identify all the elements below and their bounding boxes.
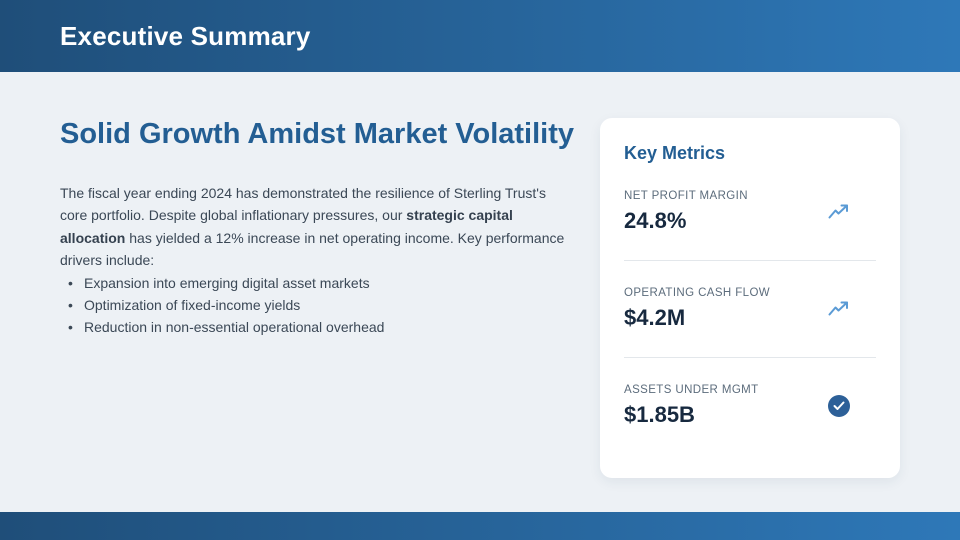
list-item-fixed-income: Optimization of fixed-income yields <box>60 294 565 317</box>
metric-text: ASSETS UNDER MGMT $1.85B <box>624 384 759 428</box>
list-item-digital-assets: Expansion into emerging digital asset ma… <box>60 272 565 295</box>
summary-section: Solid Growth Amidst Market Volatility Th… <box>60 116 574 340</box>
header-bar: Executive Summary <box>0 0 960 72</box>
section-heading: Solid Growth Amidst Market Volatility <box>60 118 574 150</box>
key-drivers-list: Expansion into emerging digital asset ma… <box>60 272 565 340</box>
metric-row-operating-cash-flow: OPERATING CASH FLOW $4.2M <box>624 261 876 358</box>
footer-bar <box>0 512 960 540</box>
metric-row-net-profit-margin: NET PROFIT MARGIN 24.8% <box>624 190 876 261</box>
trending-up-icon <box>828 204 848 219</box>
metric-value: 24.8% <box>624 208 687 233</box>
slide-title: Executive Summary <box>60 20 311 51</box>
check-circle-icon <box>828 395 850 417</box>
metric-label: NET PROFIT MARGIN <box>624 190 748 202</box>
paragraph-text-start: The fiscal year ending 2024 has demonstr… <box>60 184 546 224</box>
metric-label: OPERATING CASH FLOW <box>624 287 771 299</box>
metric-text: OPERATING CASH FLOW $4.2M <box>624 287 770 331</box>
metric-value: $1.85B <box>624 402 695 427</box>
card-title: Key Metrics <box>624 143 726 163</box>
metric-text: NET PROFIT MARGIN 24.8% <box>624 190 748 234</box>
metric-label: ASSETS UNDER MGMT <box>624 384 759 396</box>
summary-paragraph: The fiscal year ending 2024 has demonstr… <box>60 182 565 272</box>
key-metrics-card: Key Metrics NET PROFIT MARGIN 24.8% OPER… <box>600 118 900 478</box>
metric-value: $4.2M <box>624 305 686 330</box>
paragraph-text-end: has yielded a 12% increase in net operat… <box>60 229 565 269</box>
trending-up-icon <box>828 301 848 316</box>
metric-row-assets-under-mgmt: ASSETS UNDER MGMT $1.85B <box>624 358 876 454</box>
paragraph-bold-text: strategic capital allocation <box>60 207 513 246</box>
list-item-overhead: Reduction in non-essential operational o… <box>60 316 565 339</box>
